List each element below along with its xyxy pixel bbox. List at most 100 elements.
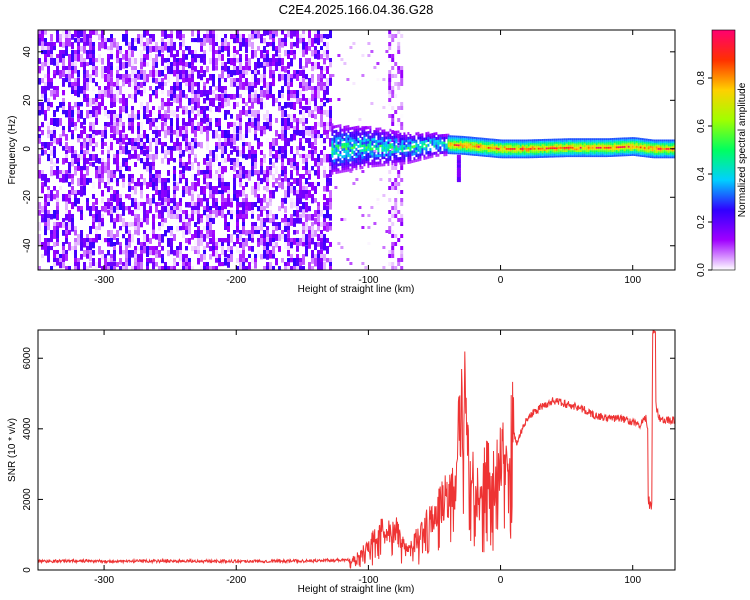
- spectrogram-cell: [371, 159, 374, 163]
- spectrogram-cell: [308, 230, 311, 235]
- spectrogram-cell: [369, 162, 372, 166]
- spectrogram-cell: [119, 130, 122, 138]
- spectrogram-cell: [185, 214, 188, 220]
- spectrogram-cell: [44, 42, 47, 50]
- spectrogram-cell: [397, 182, 401, 186]
- spectrogram-cell: [212, 74, 215, 78]
- spectrogram-cell: [140, 142, 143, 149]
- spectrogram-cell: [651, 156, 654, 159]
- spectrogram-cell: [343, 150, 346, 153]
- spectrogram-cell: [335, 171, 338, 174]
- spectrogram-cell: [149, 198, 152, 206]
- spectrogram-cell: [221, 190, 224, 198]
- spectrogram-cell: [527, 156, 530, 159]
- spectrogram-cell: [331, 123, 334, 127]
- spectrogram-cell: [212, 234, 215, 242]
- spectrogram-cell: [337, 170, 340, 174]
- spectrogram-cell: [161, 126, 164, 132]
- spectrogram-cell: [483, 149, 486, 152]
- spectrogram-cell: [272, 42, 275, 51]
- spectrogram-cell: [95, 102, 98, 110]
- spectrogram-cell: [579, 139, 582, 142]
- spectrogram-cell: [451, 143, 454, 146]
- spectrogram-cell: [517, 147, 520, 150]
- spectrogram-cell: [429, 138, 432, 142]
- spectrogram-cell: [329, 122, 332, 128]
- spectrogram-cell: [191, 206, 194, 214]
- spectrogram-cell: [447, 133, 450, 137]
- spectrogram-cell: [533, 147, 536, 150]
- spectrogram-cell: [361, 74, 365, 77]
- spectrogram-cell: [50, 150, 53, 156]
- spectrogram-cell: [98, 54, 101, 63]
- spectrogram-cell: [149, 38, 152, 45]
- spectrogram-cell: [287, 246, 290, 254]
- spectrogram-cell: [173, 82, 176, 89]
- spectrogram-cell: [305, 226, 308, 232]
- spectrogram-cell: [525, 141, 528, 144]
- spectrogram-cell: [394, 166, 398, 170]
- spectrogram-cell: [155, 206, 158, 213]
- spectrogram-cell: [456, 174, 461, 178]
- spectrogram-cell: [323, 82, 326, 87]
- spectrogram-cell: [164, 190, 167, 198]
- spectrogram-cell: [224, 78, 227, 83]
- spectrogram-cell: [275, 130, 278, 137]
- spectrogram-cell: [407, 151, 410, 155]
- spectrogram-cell: [284, 174, 287, 182]
- spectrogram-cell: [577, 148, 580, 151]
- spectrogram-cell: [314, 146, 317, 152]
- spectrogram-cell: [611, 151, 614, 154]
- spectrogram-cell: [248, 126, 251, 133]
- spectrogram-cell: [389, 145, 392, 149]
- spectrogram-cell: [655, 149, 658, 152]
- spectrogram-cell: [373, 135, 376, 139]
- spectrogram-cell: [203, 266, 206, 270]
- spectrogram-cell: [140, 194, 143, 199]
- spectrogram-cell: [361, 170, 365, 173]
- spectrogram-cell: [170, 146, 173, 153]
- spectrogram-cell: [236, 134, 239, 141]
- spectrogram-cell: [179, 242, 182, 251]
- spectrogram-cell: [122, 202, 125, 209]
- spectrogram-cell: [287, 242, 290, 249]
- spectrogram-cell: [389, 155, 392, 159]
- spectrogram-cell: [529, 154, 532, 157]
- spectrogram-cell: [441, 151, 444, 154]
- spectrogram-cell: [278, 46, 281, 53]
- spectrogram-cell: [299, 142, 302, 150]
- spectrogram-cell: [311, 222, 314, 228]
- spectrogram-cell: [176, 118, 179, 124]
- spectrogram-cell: [44, 230, 47, 236]
- spectrogram-cell: [529, 146, 532, 149]
- spectrogram-cell: [119, 214, 122, 222]
- spectrogram-cell: [167, 226, 170, 233]
- spectrogram-cell: [239, 178, 242, 184]
- spectrogram-cell: [251, 122, 254, 128]
- spectrogram-cell: [143, 46, 146, 51]
- spectrogram-cell: [284, 150, 287, 159]
- spectrogram-cell: [101, 98, 104, 106]
- spectrogram-cell: [387, 163, 390, 166]
- spectrogram-cell: [403, 151, 406, 155]
- spectrogram-cell: [345, 135, 348, 139]
- spectrogram-cell: [116, 178, 119, 185]
- spectrogram-cell: [381, 146, 384, 150]
- spectrogram-cell: [565, 143, 568, 146]
- spectrogram-cell: [337, 168, 340, 172]
- spectrogram-cell: [415, 151, 418, 155]
- spectrogram-cell: [455, 150, 458, 153]
- spectrogram-cell: [119, 266, 122, 270]
- spectrogram-cell: [383, 131, 386, 135]
- spectrogram-cell: [477, 147, 480, 150]
- spectrogram-cell: [269, 218, 272, 224]
- spectrogram-cell: [583, 145, 586, 147]
- spectrogram-cell: [134, 222, 137, 227]
- spectrogram-cell: [278, 134, 281, 140]
- spectrogram-cell: [427, 151, 430, 154]
- spectrogram-cell: [527, 141, 530, 143]
- spectrogram-cell: [209, 90, 212, 95]
- spectrogram-cell: [621, 147, 624, 150]
- spectrogram-cell: [451, 137, 454, 139]
- spectrogram-cell: [415, 144, 418, 148]
